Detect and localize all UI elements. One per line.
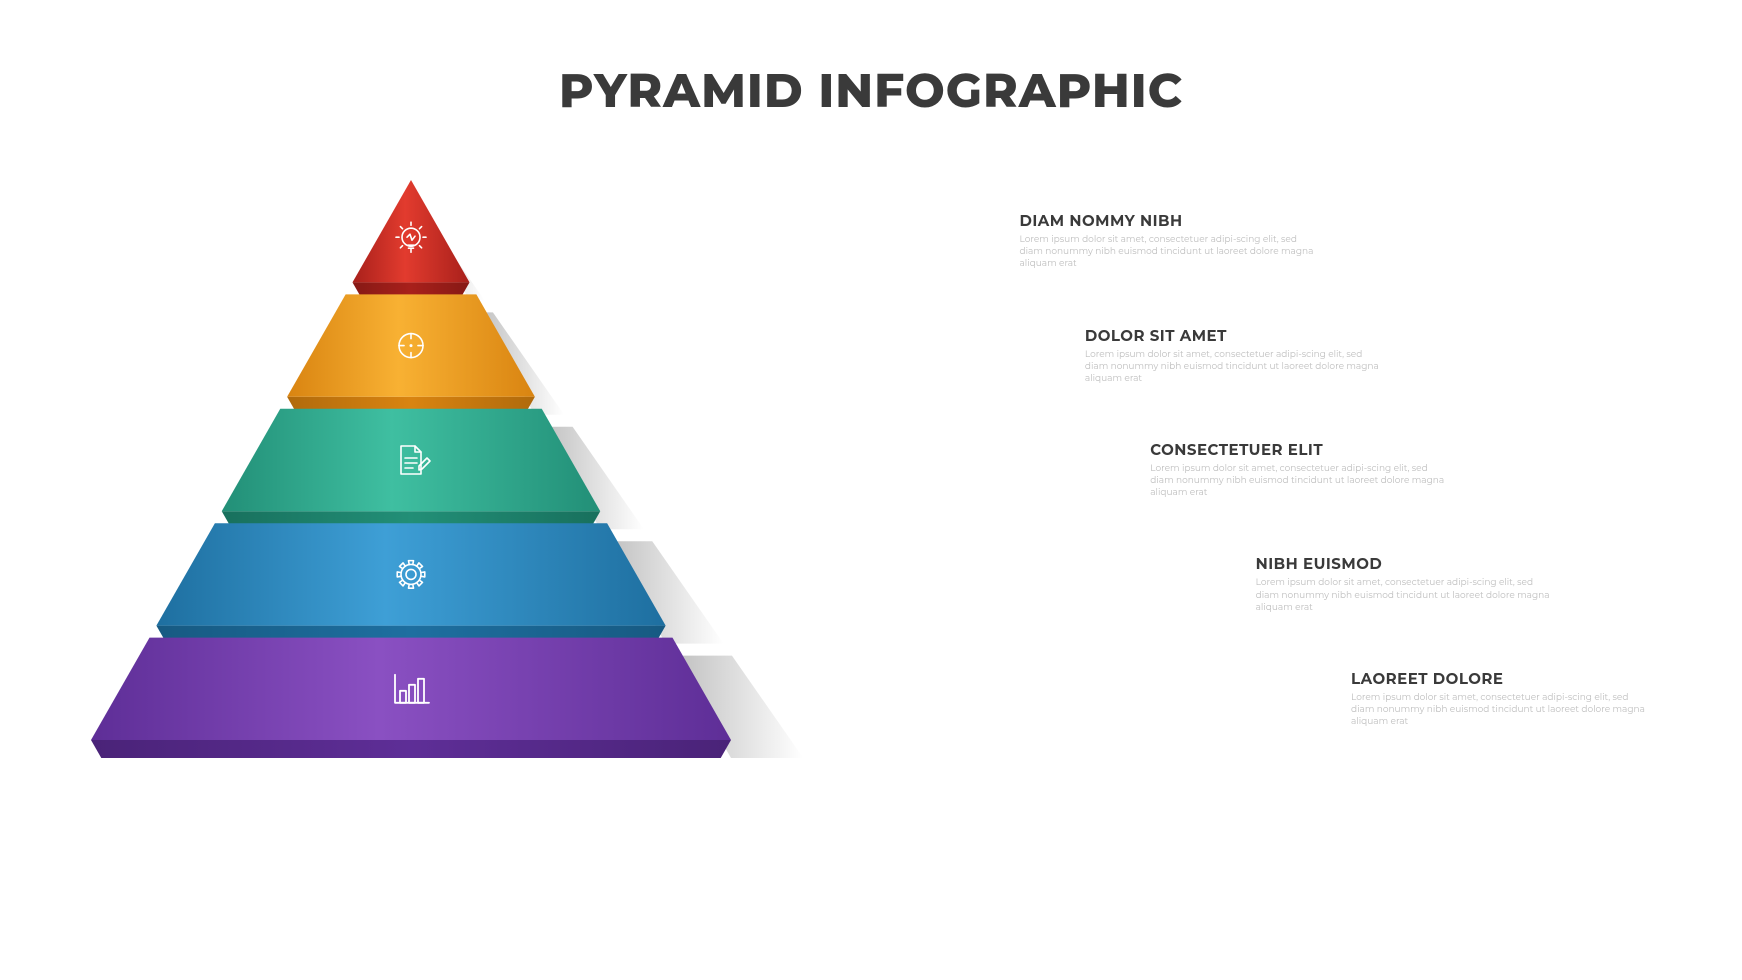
target-icon (399, 334, 423, 358)
label-block: LAOREET DOLORE Lorem ipsum dolor sit amet… (1351, 669, 1651, 728)
label-block: NIBH EUISMOD Lorem ipsum dolor sit amet, … (1256, 554, 1556, 613)
pyramid-stage: DIAM NOMMY NIBH Lorem ipsum dolor sit ame… (0, 180, 1742, 780)
label-desc: Lorem ipsum dolor sit amet, consectetuer… (1150, 463, 1450, 499)
label-desc: Lorem ipsum dolor sit amet, consectetuer… (1256, 577, 1556, 613)
label-title: NIBH EUISMOD (1256, 554, 1556, 573)
label-title: DOLOR SIT AMET (1085, 326, 1385, 345)
pyramid-level-1 (352, 180, 469, 282)
pyramid-level-4 (156, 523, 665, 625)
label-block: DOLOR SIT AMET Lorem ipsum dolor sit amet… (1085, 326, 1385, 385)
label-desc: Lorem ipsum dolor sit amet, consectetuer… (1020, 234, 1320, 270)
pyramid-level-3 (222, 409, 601, 511)
pyramid-level-5-edge (91, 740, 731, 758)
label-desc: Lorem ipsum dolor sit amet, consectetuer… (1085, 349, 1385, 385)
label-desc: Lorem ipsum dolor sit amet, consectetuer… (1351, 692, 1651, 728)
label-title: LAOREET DOLORE (1351, 669, 1651, 688)
pyramid-diagram (0, 180, 871, 788)
page-title: PYRAMID INFOGRAPHIC (0, 62, 1742, 119)
label-block: CONSECTETUER ELIT Lorem ipsum dolor sit a… (1150, 440, 1450, 499)
pyramid-level-5 (91, 638, 731, 740)
label-title: CONSECTETUER ELIT (1150, 440, 1450, 459)
label-block: DIAM NOMMY NIBH Lorem ipsum dolor sit ame… (1020, 211, 1320, 270)
label-title: DIAM NOMMY NIBH (1020, 211, 1320, 230)
